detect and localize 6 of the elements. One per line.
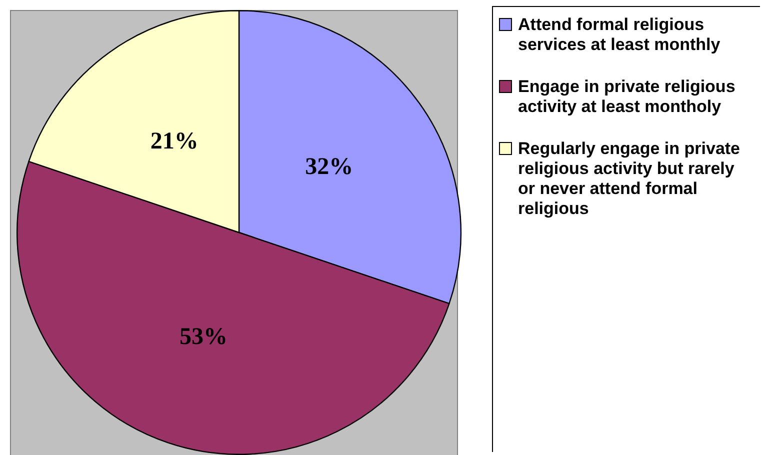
data-label: 32%	[305, 154, 354, 180]
data-label: 21%	[150, 128, 198, 155]
legend-label: Regularly engage in private religious activity but rarely or never attend formal religious	[518, 139, 742, 219]
data-label: 53%	[179, 324, 228, 350]
legend-label: Attend formal religious services at least monthly	[518, 15, 722, 55]
legend-label: Engage in private religious activity at least montholy	[518, 77, 736, 117]
